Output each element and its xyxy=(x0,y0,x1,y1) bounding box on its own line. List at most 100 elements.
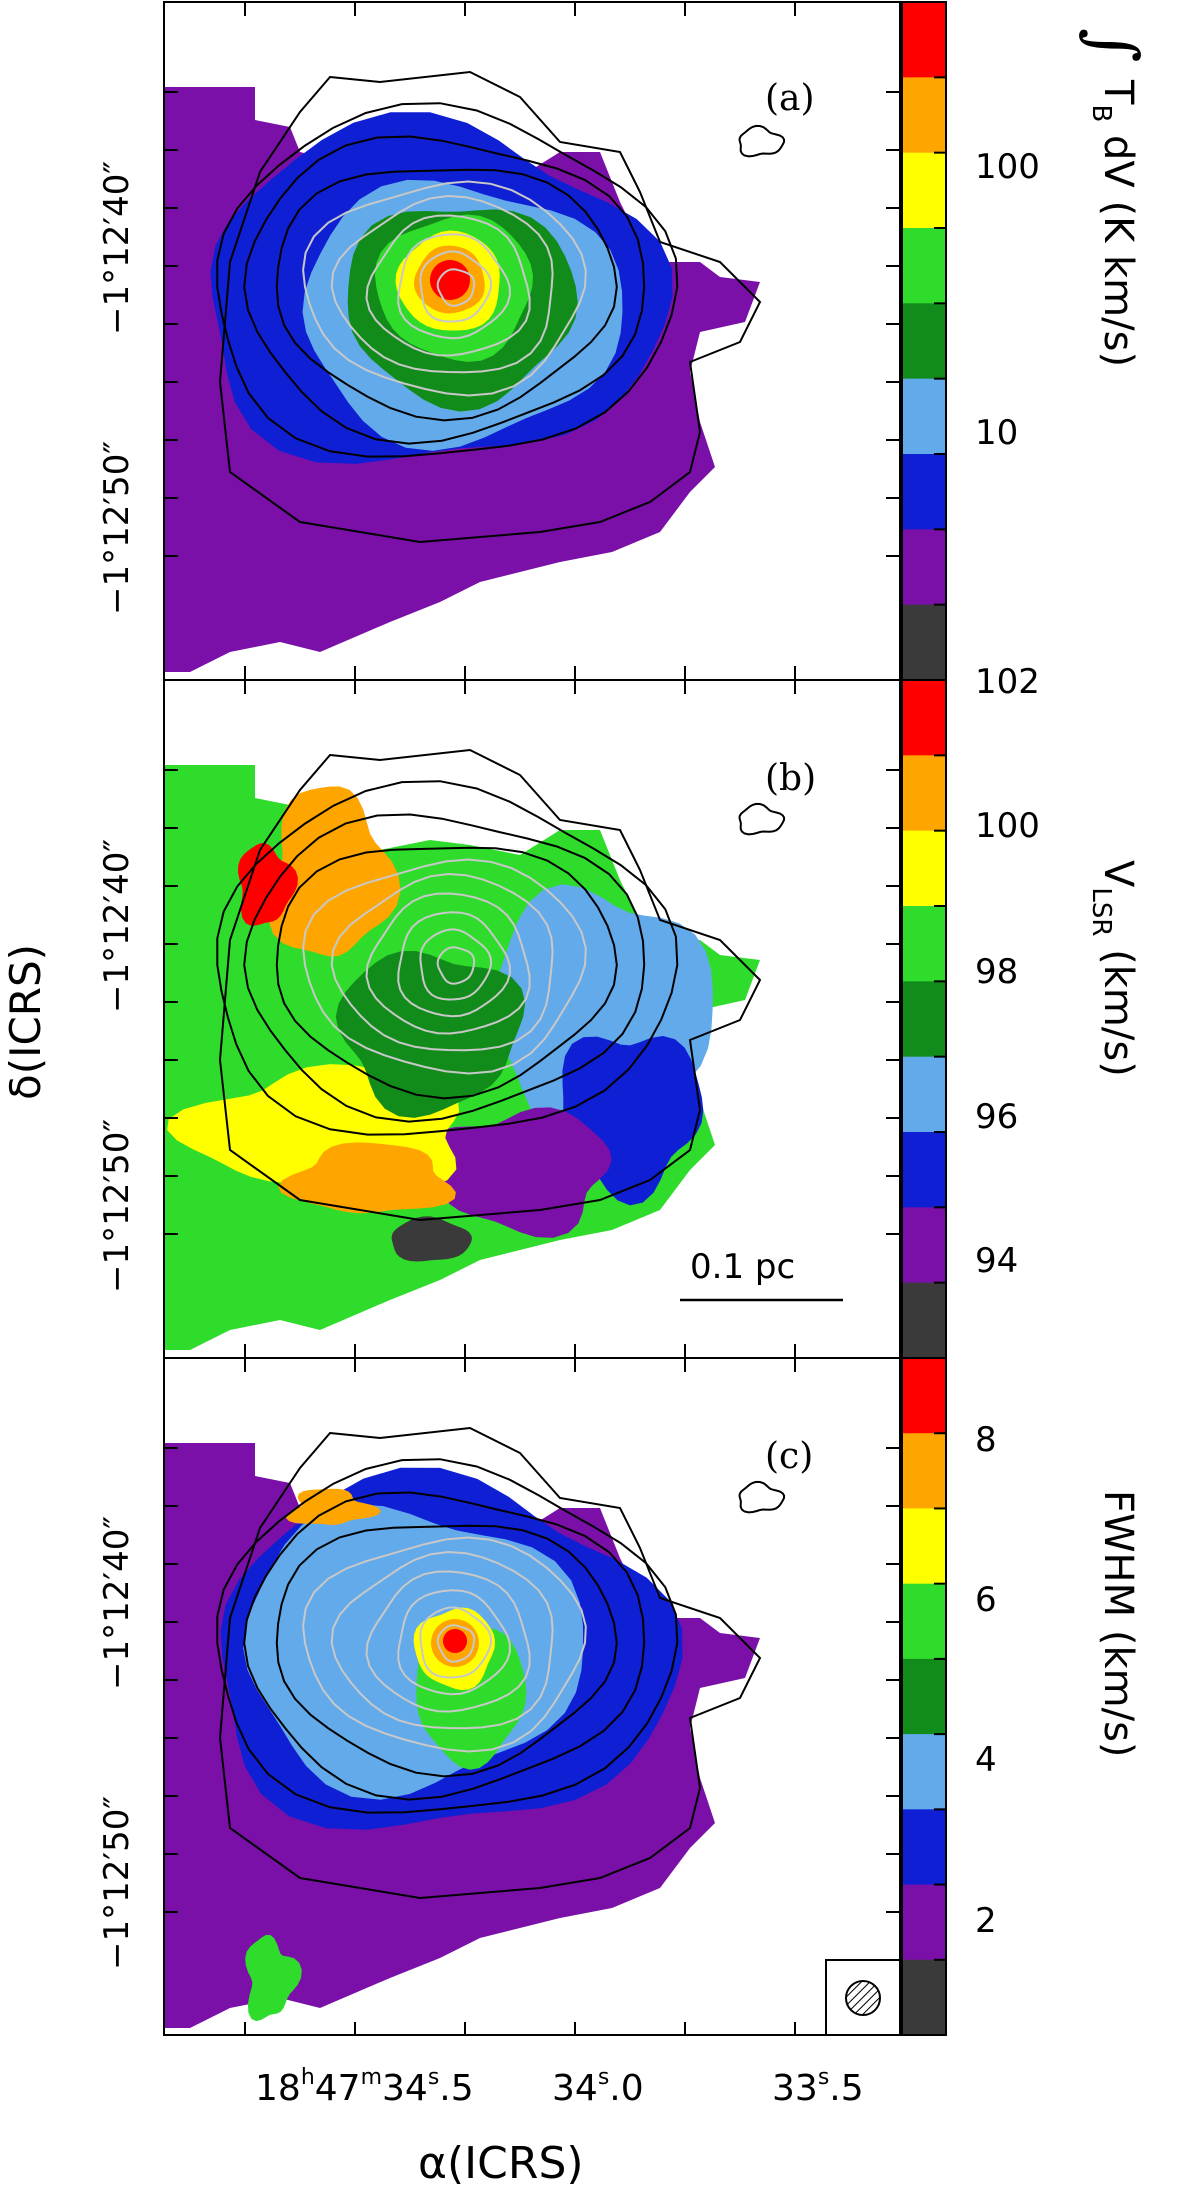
contour-level-c-1 xyxy=(243,1491,646,1801)
panel-c: (c) 8 6 4 2 FWHM (km/s) −1°12′40″ −1°12′… xyxy=(97,1357,1141,2189)
x-tick-1-s: 34 xyxy=(382,2068,428,2109)
colorbar-b-step-3 xyxy=(902,906,946,982)
colorbar-b-title-sub: LSR xyxy=(1086,887,1116,936)
colorbar-b-step-1 xyxy=(902,755,946,832)
contour-outer-a xyxy=(218,70,762,544)
contour-level-b-1 xyxy=(243,813,646,1123)
colorbar-c-title: FWHM (km/s) xyxy=(1095,1490,1141,1758)
contour-level-b-6 xyxy=(397,911,511,1018)
x-tick-34-0: 34s.0 xyxy=(552,2065,644,2109)
map-region-b-9 xyxy=(391,1216,472,1262)
contour-level-a-1 xyxy=(243,135,646,445)
x-tick-2-s: 34 xyxy=(552,2068,598,2109)
colorbar-a-step-7 xyxy=(902,529,946,606)
map-region-b-8 xyxy=(335,951,526,1118)
colorbar-a-title-main: T xyxy=(1095,79,1141,105)
panel-c-ticks xyxy=(164,1358,900,2036)
x-tick-2-frac: .0 xyxy=(609,2068,643,2109)
contour-level-b-3 xyxy=(302,858,587,1075)
x-tick-1-m: 47 xyxy=(315,2068,361,2109)
contour-level-c-4 xyxy=(330,1550,554,1730)
map-region-b-5 xyxy=(278,1142,456,1214)
panel-b-map xyxy=(165,765,760,1350)
colorbar-c-step-4 xyxy=(902,1658,946,1735)
contour-level-b-5 xyxy=(365,892,531,1035)
contour-level-a-5 xyxy=(365,214,531,357)
contour-level-c-5 xyxy=(365,1570,531,1713)
panel-a-label: (a) xyxy=(765,78,815,119)
contour-level-c-2 xyxy=(275,1524,618,1778)
colorbar-c-step-8 xyxy=(902,1959,946,2036)
panel-b-ytick-top: −1°12′40″ xyxy=(97,839,137,1013)
colorbar-a-step-2 xyxy=(902,152,946,229)
colorbar-b-tick-94: 94 xyxy=(975,1241,1018,1281)
colorbar-c-tick-4: 4 xyxy=(975,1740,997,1780)
colorbar-b-step-2 xyxy=(902,830,946,907)
colorbar-b-step-4 xyxy=(902,981,946,1058)
map-region-c-8 xyxy=(245,1934,302,2022)
colorbar-a-step-6 xyxy=(902,454,946,530)
panel-b: (b) 0.1 pc 102 100 98 96 94 VLSR (km/s) … xyxy=(1,662,1141,1359)
colorbar-b-step-5 xyxy=(902,1056,946,1133)
colorbar-b-tick-96: 96 xyxy=(975,1097,1018,1137)
x-tick-33-5: 33s.5 xyxy=(772,2065,864,2109)
colorbar-b-title: VLSR (km/s) xyxy=(1086,860,1141,1077)
panel-c-map xyxy=(165,1443,760,2028)
contour-outer-c xyxy=(218,1426,762,1900)
panel-a-map xyxy=(165,87,760,672)
panel-a-ytick-top: −1°12′40″ xyxy=(97,161,137,335)
colorbar-c-step-1 xyxy=(902,1433,946,1509)
colorbar-b-step-8 xyxy=(902,1282,946,1359)
panel-a-colorbar xyxy=(901,1,947,681)
colorbar-b-tick-98: 98 xyxy=(975,952,1018,992)
colorbar-b-tick-100: 100 xyxy=(975,806,1040,846)
colorbar-c-tick-2: 2 xyxy=(975,1901,997,1941)
contour-level-c-8 xyxy=(436,1624,476,1663)
svg-text:TB dV (K km/s): TB dV (K km/s) xyxy=(1086,79,1141,367)
contour-level-b-7 xyxy=(419,928,493,1001)
colorbar-a-step-4 xyxy=(902,303,946,380)
colorbar-c-step-2 xyxy=(902,1508,946,1585)
panel-c-frame xyxy=(163,1357,901,2036)
panel-b-ytick-bottom: −1°12′50″ xyxy=(97,1119,137,1293)
x-tick-3-frac: .5 xyxy=(829,2068,863,2109)
integral-sign: ∫ xyxy=(1075,28,1152,62)
panel-c-contours xyxy=(216,1426,786,1900)
colorbar-a-tick-100: 100 xyxy=(975,147,1040,187)
contour-level-b-4 xyxy=(330,872,554,1052)
colorbar-c-tick-8: 8 xyxy=(975,1420,997,1460)
contour-level-a-7 xyxy=(419,250,493,323)
panel-b-contours xyxy=(216,748,786,1222)
panel-b-colorbar xyxy=(901,679,947,1359)
contour-level-a-6 xyxy=(397,233,511,340)
contour-level-a-2 xyxy=(275,168,618,422)
contour-island-c xyxy=(738,1480,786,1514)
contour-island-a xyxy=(738,124,786,158)
svg-text:VLSR (km/s): VLSR (km/s) xyxy=(1086,860,1141,1077)
x-tick-1834-5: 18h47m34s.5 xyxy=(255,2065,474,2109)
colorbar-b-step-0 xyxy=(902,680,946,756)
colorbar-c-step-7 xyxy=(902,1884,946,1961)
beam-box xyxy=(825,1959,901,2036)
contour-level-c-0 xyxy=(216,1458,679,1814)
colorbar-b-tick-102: 102 xyxy=(975,662,1040,702)
x-tick-1-h: 18 xyxy=(255,2068,301,2109)
panel-a-ticks xyxy=(164,2,900,680)
scale-bar-label: 0.1 pc xyxy=(690,1247,795,1287)
map-region-c-6 xyxy=(443,1629,467,1653)
contour-level-a-0 xyxy=(216,102,679,458)
x-axis-label: α(ICRS) xyxy=(418,2138,584,2189)
panel-c-label: (c) xyxy=(765,1436,813,1477)
colorbar-a-step-5 xyxy=(902,378,946,455)
map-region-a-7 xyxy=(430,260,470,300)
map-region-b-6 xyxy=(268,786,401,957)
panel-c-ytick-top: −1°12′40″ xyxy=(97,1516,137,1690)
contour-level-b-0 xyxy=(216,780,679,1136)
colorbar-a-step-3 xyxy=(902,228,946,304)
panel-a-contours xyxy=(216,70,786,544)
colorbar-b-step-7 xyxy=(902,1207,946,1284)
contour-level-a-3 xyxy=(302,180,587,397)
colorbar-a-tick-10: 10 xyxy=(975,413,1018,453)
x-tick-3-s: 33 xyxy=(772,2068,818,2109)
